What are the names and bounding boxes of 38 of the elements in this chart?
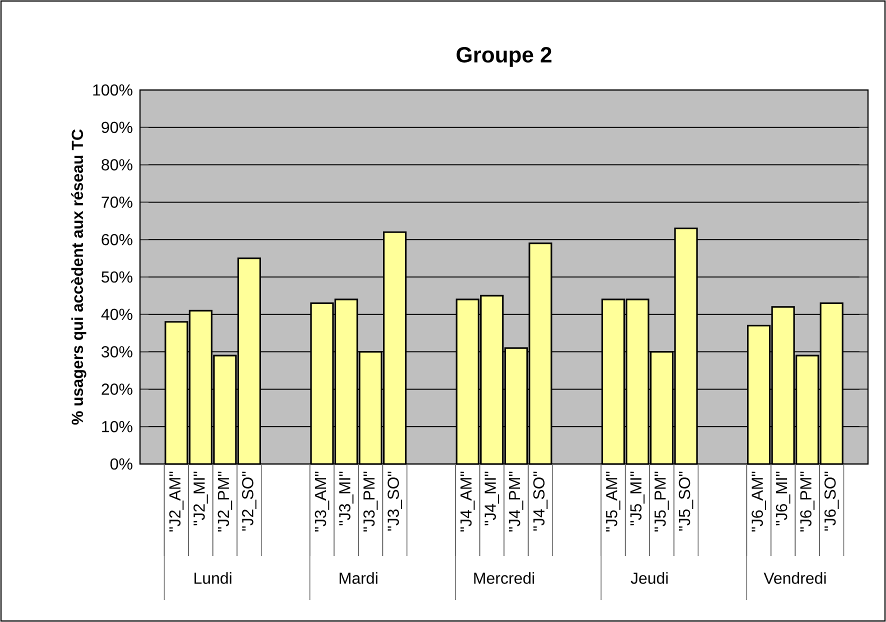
y-tick-label: 0% xyxy=(110,458,132,470)
x-tick-label: "J3_AM" xyxy=(314,472,330,532)
x-tick-label: "J4_SO" xyxy=(533,472,548,531)
x-tick-label: "J6_MI" xyxy=(776,472,790,526)
x-tick-label: "J2_PM" xyxy=(218,472,232,532)
x-tick-label: "J2_MI" xyxy=(194,472,208,526)
y-tick-label: 10% xyxy=(102,420,132,432)
x-tick-label: "J5_SO" xyxy=(678,472,694,531)
text: Lundi xyxy=(194,572,232,584)
y-axis-title: % usagers qui accèdent aux réseau TC xyxy=(71,129,86,425)
text: Jeudi xyxy=(630,572,668,584)
x-tick-label: "J5_AM" xyxy=(606,472,620,532)
x-tick-label: "J2_AM" xyxy=(169,472,184,532)
x-tick-label: "J2_SO" xyxy=(242,472,256,531)
y-tick-label: 100% xyxy=(93,84,132,96)
y-tick-label: 80% xyxy=(102,159,132,170)
x-tick-label: "J5_MI" xyxy=(630,472,645,526)
text: Mercredi xyxy=(474,572,534,584)
y-tick-label: 40% xyxy=(101,308,132,320)
x-tick-label: "J6_SO" xyxy=(824,472,839,531)
x-tick-label: "J6_AM" xyxy=(752,472,766,532)
text: Vendredi xyxy=(764,572,826,584)
y-tick-label: 20% xyxy=(102,384,132,395)
y-tick-label: 60% xyxy=(102,234,132,246)
chart-title: Groupe 2 xyxy=(456,47,552,67)
x-tick-label: "J3_PM" xyxy=(363,472,378,532)
y-tick-label: 30% xyxy=(102,346,132,358)
y-tick-label: 70% xyxy=(102,196,132,208)
text: Mardi xyxy=(340,572,378,584)
y-tick-label: 90% xyxy=(102,122,132,134)
x-tick-label: "J6_PM" xyxy=(800,472,815,532)
x-tick-label: "J4_AM" xyxy=(460,472,475,532)
x-tick-label: "J5_PM" xyxy=(654,472,669,532)
x-tick-label: "J3_SO" xyxy=(388,472,402,531)
x-tick-label: "J3_MI" xyxy=(339,472,354,526)
x-tick-label: "J4_MI" xyxy=(484,472,499,526)
x-tick-label: "J4_PM" xyxy=(509,472,524,532)
y-tick-label: 50% xyxy=(102,271,132,283)
